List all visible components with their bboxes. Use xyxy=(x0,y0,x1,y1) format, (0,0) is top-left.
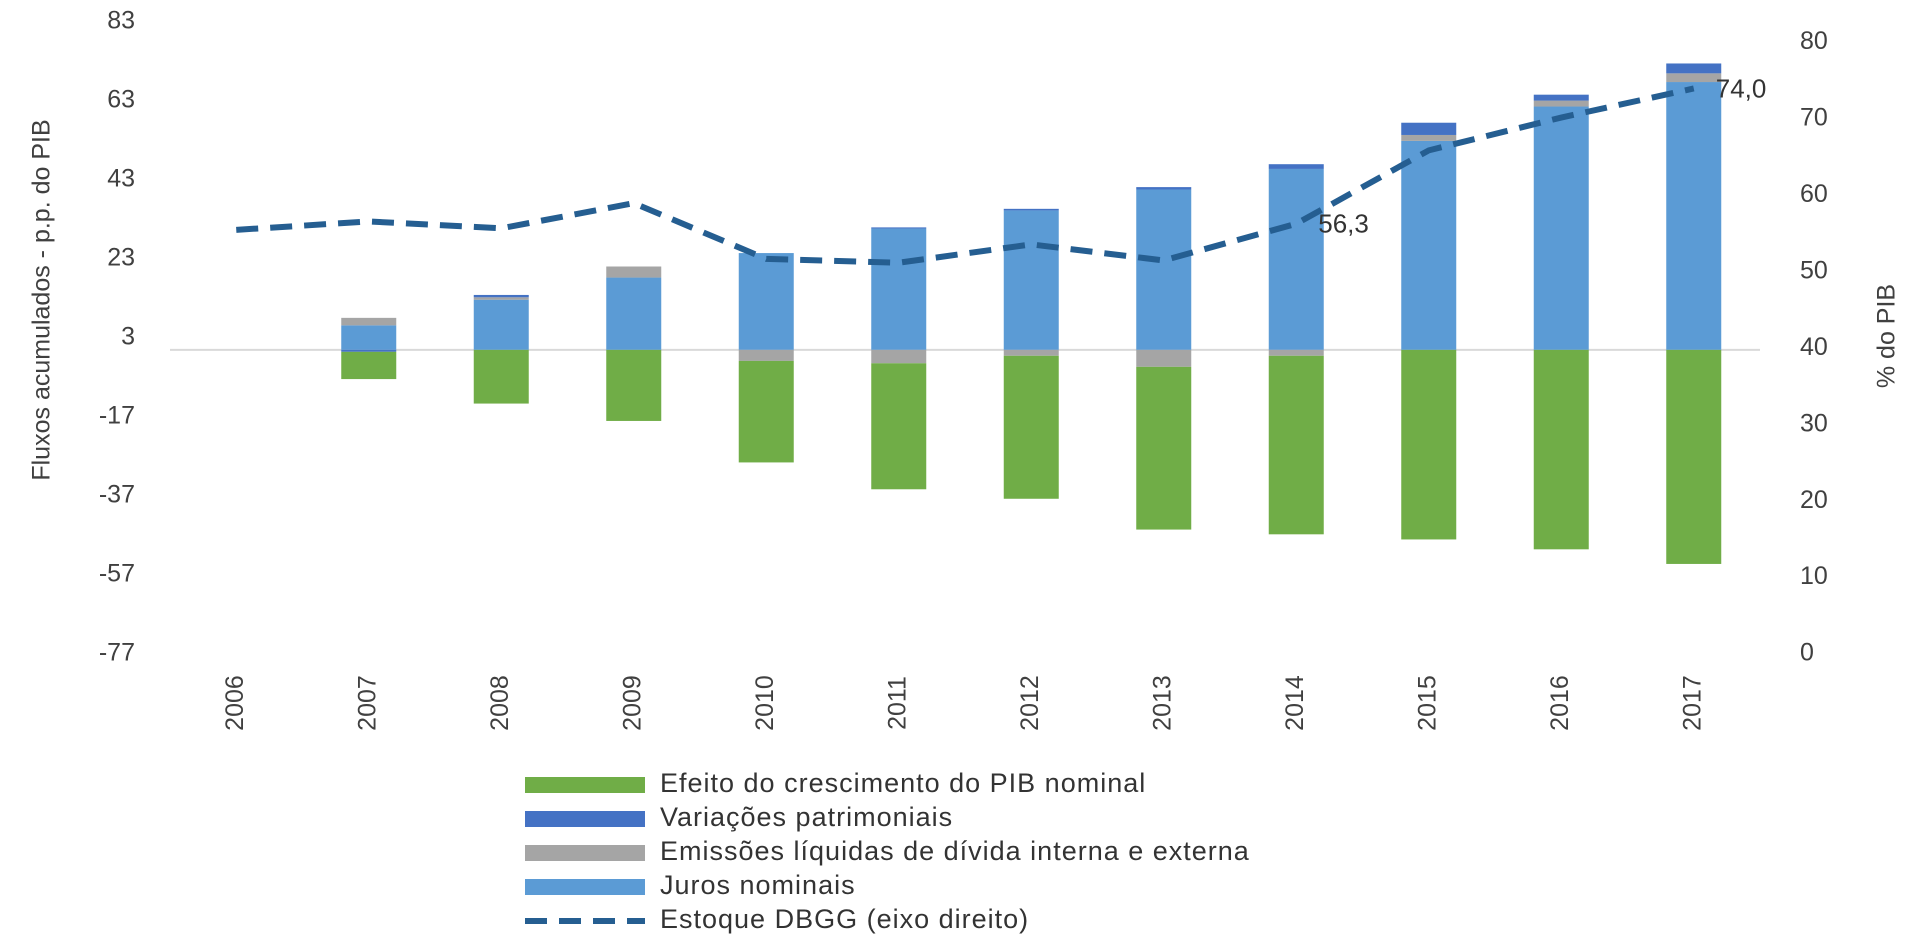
legend-label: Emissões líquidas de dívida interna e ex… xyxy=(660,836,1250,866)
y-tick-label: 83 xyxy=(107,7,135,35)
data-label: 74,0 xyxy=(1716,73,1767,103)
legend-label: Juros nominais xyxy=(660,870,856,900)
bar-segment xyxy=(473,299,529,350)
x-tick-label: 2007 xyxy=(353,675,381,731)
bar-segment xyxy=(341,325,397,350)
y2-tick-label: 80 xyxy=(1800,27,1828,55)
x-tick-label: 2016 xyxy=(1546,675,1574,731)
bar-segment xyxy=(1268,168,1324,350)
bar-segment xyxy=(1666,349,1722,564)
legend-swatch xyxy=(525,777,645,793)
bar-segment xyxy=(1136,189,1192,350)
bar-segment xyxy=(1136,349,1192,367)
y-tick-label: 43 xyxy=(107,165,135,193)
y-tick-label: 63 xyxy=(107,86,135,114)
y-tick-label: 23 xyxy=(107,244,135,272)
bar-segment xyxy=(606,266,662,278)
bar-segment xyxy=(1003,210,1059,350)
bar-segment xyxy=(1401,134,1457,141)
y2-tick-label: 10 xyxy=(1800,562,1828,590)
y-axis-title: Fluxos acumulados - p.p. do PIB xyxy=(28,119,56,480)
bar-segment xyxy=(738,253,794,350)
x-tick-label: 2017 xyxy=(1678,675,1706,731)
bar-segment xyxy=(871,228,927,350)
bar-segment xyxy=(1136,366,1192,530)
bar-segment xyxy=(1533,106,1589,350)
y2-tick-label: 0 xyxy=(1800,639,1814,667)
bar-segment xyxy=(871,227,927,229)
bar-segment xyxy=(738,360,794,463)
legend-label: Variações patrimoniais xyxy=(660,802,953,832)
bar-segment xyxy=(341,349,397,352)
bar-segment xyxy=(1533,349,1589,550)
bar-segment xyxy=(1003,355,1059,499)
bar-segment xyxy=(1268,349,1324,356)
legend-swatch xyxy=(525,845,645,861)
bar-segment xyxy=(1401,122,1457,135)
bar-segment xyxy=(1666,63,1722,74)
data-label: 56,3 xyxy=(1318,209,1369,239)
bar-segment xyxy=(871,363,927,490)
bar-segment xyxy=(1666,73,1722,83)
bar-segment xyxy=(1533,94,1589,101)
y2-tick-label: 50 xyxy=(1800,257,1828,285)
bar-segment xyxy=(473,349,529,404)
x-tick-label: 2011 xyxy=(883,676,911,730)
bar-segment xyxy=(1268,355,1324,535)
bar-segment xyxy=(1003,208,1059,211)
y2-tick-label: 70 xyxy=(1800,104,1828,132)
y2-tick-label: 60 xyxy=(1800,180,1828,208)
bar-segment xyxy=(1666,82,1722,350)
y2-tick-label: 20 xyxy=(1800,486,1828,514)
legend-swatch xyxy=(525,811,645,827)
y2-tick-label: 40 xyxy=(1800,333,1828,361)
bar-segment xyxy=(1401,140,1457,350)
bar-segment xyxy=(738,349,794,361)
x-tick-label: 2012 xyxy=(1016,675,1044,731)
bar-segment xyxy=(606,277,662,350)
x-tick-label: 2006 xyxy=(221,675,249,731)
x-tick-label: 2010 xyxy=(751,675,779,731)
bar-segment xyxy=(606,349,662,421)
y-tick-label: 3 xyxy=(121,323,135,351)
bar-segment xyxy=(1533,100,1589,107)
bar-segment xyxy=(1003,349,1059,356)
x-tick-label: 2013 xyxy=(1148,675,1176,731)
y-tick-label: -57 xyxy=(99,560,135,588)
bar-segment xyxy=(473,294,529,298)
bar-segment xyxy=(1136,187,1192,190)
x-tick-label: 2015 xyxy=(1413,675,1441,731)
y-tick-label: -17 xyxy=(99,402,135,430)
x-tick-label: 2014 xyxy=(1281,675,1309,731)
x-tick-label: 2009 xyxy=(618,675,646,731)
legend-label: Efeito do crescimento do PIB nominal xyxy=(660,768,1146,798)
legend-swatch xyxy=(525,879,645,895)
bar-segment xyxy=(1401,349,1457,540)
bar-segment xyxy=(1268,164,1324,169)
legend-label: Estoque DBGG (eixo direito) xyxy=(660,904,1029,934)
line-series xyxy=(236,85,1695,266)
y-tick-label: -37 xyxy=(99,481,135,509)
bar-segment xyxy=(341,317,397,326)
y2-axis-title: % do PIB xyxy=(1873,284,1901,388)
y2-tick-label: 30 xyxy=(1800,409,1828,437)
bar-segment xyxy=(871,349,927,364)
bar-segment xyxy=(341,351,397,380)
bar-segment xyxy=(473,297,529,300)
y-tick-label: -77 xyxy=(99,639,135,667)
x-tick-label: 2008 xyxy=(486,675,514,731)
